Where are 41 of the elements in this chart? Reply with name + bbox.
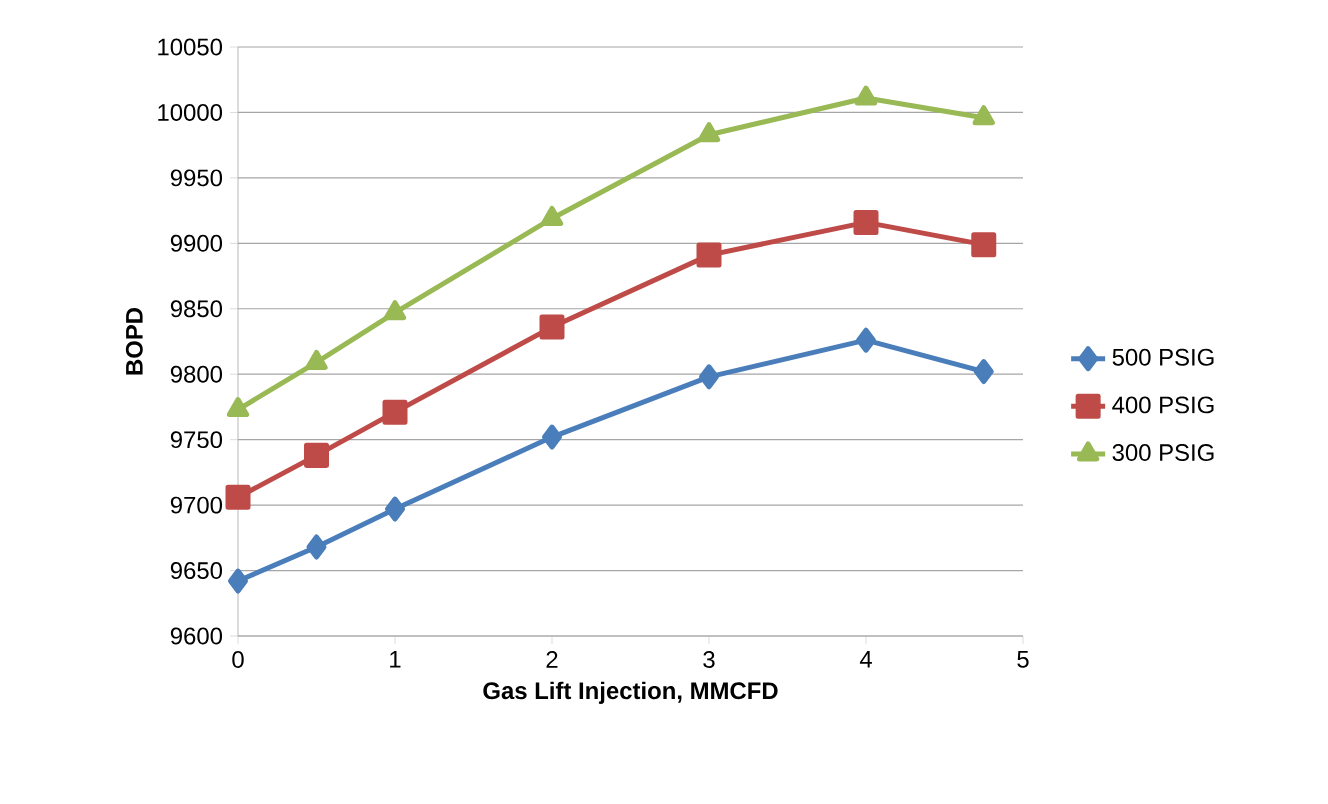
legend-label: 400 PSIG [1112, 396, 1214, 414]
y-tick-label: 9750 [170, 431, 223, 449]
point [972, 105, 995, 126]
y-tick-label: 9650 [170, 562, 223, 579]
legend-label: 500 PSIG [1112, 348, 1214, 366]
y-tick-label: 9950 [170, 169, 223, 187]
point [539, 314, 565, 340]
x-tick-label: 2 [546, 651, 558, 668]
point [226, 397, 250, 418]
point [699, 364, 719, 390]
point [228, 568, 248, 594]
x-axis-title: Gas Lift Injection, MMCFD [483, 681, 778, 704]
y-axis-title: BOPD [125, 307, 143, 375]
point [540, 205, 564, 226]
y-tick-label: 9850 [170, 300, 223, 318]
y-tick-label: 9700 [170, 496, 223, 514]
y-tick-label: 10000 [158, 103, 223, 121]
point [225, 484, 251, 510]
legend-label: 300 PSIG [1112, 444, 1214, 462]
point [382, 399, 408, 425]
x-tick-label: 3 [703, 651, 715, 668]
point [973, 359, 994, 385]
point [383, 300, 407, 321]
point [697, 122, 721, 143]
point [304, 442, 329, 468]
point [854, 85, 878, 106]
x-tick-label: 1 [390, 651, 401, 668]
point [856, 327, 876, 353]
y-tick-label: 9900 [170, 234, 223, 252]
point [542, 424, 562, 450]
point [971, 232, 997, 258]
point [853, 209, 879, 235]
x-tick-label: 5 [1017, 651, 1029, 668]
point [385, 496, 405, 522]
y-tick-label: 9600 [170, 627, 223, 645]
x-tick-label: 4 [859, 651, 872, 668]
y-tick-label: 9800 [170, 365, 223, 383]
x-tick-label: 0 [232, 651, 244, 668]
point [696, 242, 722, 268]
point [306, 534, 327, 560]
y-tick-label: 10050 [158, 38, 223, 56]
